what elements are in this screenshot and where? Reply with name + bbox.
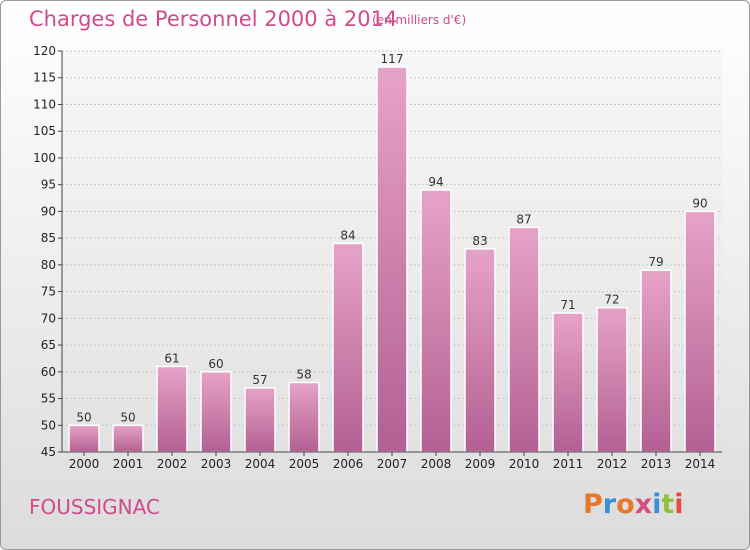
x-axis: 2000 2001 2002 2003 2004 2005 2006 2007 2008 2009…	[62, 451, 722, 471]
bars: 50 50 61 60 57 58 84 117 94 83 87 71 72 79 90	[68, 52, 716, 453]
data-label-2006: 84	[340, 228, 355, 242]
chart-unit: (en milliers d'€)	[372, 13, 467, 27]
y-tick-label: 50	[41, 418, 56, 432]
x-tick-label: 2000	[69, 457, 100, 471]
bar-2006	[332, 242, 364, 453]
x-tick-label: 2008	[421, 457, 452, 471]
data-label-2004: 57	[252, 373, 267, 387]
y-tick-label: 70	[41, 311, 56, 325]
proxiti-logo: Proxiti	[583, 489, 684, 520]
y-tick-label: 80	[41, 258, 56, 272]
y-tick-label: 85	[41, 231, 56, 245]
chart-title: Charges de Personnel 2000 à 2014	[29, 7, 398, 31]
data-label-2000: 50	[76, 410, 91, 424]
data-label-2012: 72	[604, 293, 619, 307]
y-tick-label: 90	[41, 204, 56, 218]
data-label-2002: 61	[164, 351, 179, 365]
bar-2013	[640, 269, 672, 453]
x-tick-label: 2012	[597, 457, 628, 471]
x-tick-label: 2002	[157, 457, 188, 471]
bar-2005	[288, 381, 320, 453]
data-label-2008: 94	[428, 175, 443, 189]
logo-letter: o	[616, 489, 635, 520]
y-tick-label: 120	[33, 44, 56, 58]
bar-2000	[68, 424, 100, 453]
y-tick-label: 105	[33, 124, 56, 138]
bar-2001	[112, 424, 144, 453]
y-tick-label: 110	[33, 97, 56, 111]
x-tick-label: 2003	[201, 457, 232, 471]
y-axis: 45 50 55 60 65 70 75 80 85 90 95 100 105 110 115 120	[33, 44, 63, 459]
y-tick-label: 100	[33, 151, 56, 165]
data-label-2013: 79	[648, 255, 663, 269]
x-tick-label: 2010	[509, 457, 540, 471]
bar-2009	[464, 248, 496, 453]
bar-2007	[376, 66, 408, 453]
logo-letter: t	[661, 489, 675, 520]
data-label-2011: 71	[560, 298, 575, 312]
x-tick-label: 2011	[553, 457, 584, 471]
data-label-2010: 87	[516, 212, 531, 226]
x-tick-label: 2007	[377, 457, 408, 471]
y-tick-label: 115	[33, 71, 56, 85]
x-tick-label: 2005	[289, 457, 320, 471]
x-tick-label: 2004	[245, 457, 276, 471]
bar-2004	[244, 387, 276, 453]
y-tick-label: 95	[41, 178, 56, 192]
bar-2014	[684, 210, 716, 453]
logo-letter: r	[602, 489, 617, 520]
data-label-2007: 117	[381, 52, 404, 66]
x-tick-label: 2013	[641, 457, 672, 471]
logo-letter: P	[583, 489, 603, 520]
x-tick-label: 2009	[465, 457, 496, 471]
logo-letter: i	[674, 489, 684, 520]
bar-2011	[552, 312, 584, 453]
x-tick-label: 2006	[333, 457, 364, 471]
bar-2010	[508, 226, 540, 453]
x-tick-label: 2001	[113, 457, 144, 471]
bar-2012	[596, 306, 628, 453]
y-tick-label: 55	[41, 392, 56, 406]
data-label-2005: 58	[296, 367, 311, 381]
logo-letter: i	[652, 489, 662, 520]
logo-letter: x	[634, 489, 653, 520]
data-label-2009: 83	[472, 234, 487, 248]
y-tick-label: 60	[41, 365, 56, 379]
data-label-2014: 90	[692, 196, 707, 210]
bar-2003	[200, 371, 232, 453]
x-tick-label: 2014	[685, 457, 716, 471]
y-tick-label: 45	[41, 445, 56, 459]
y-tick-label: 75	[41, 285, 56, 299]
y-tick-label: 65	[41, 338, 56, 352]
bar-2008	[420, 189, 452, 453]
data-label-2001: 50	[120, 410, 135, 424]
data-label-2003: 60	[208, 357, 223, 371]
bar-2002	[156, 365, 188, 453]
commune-name: FOUSSIGNAC	[29, 495, 160, 519]
